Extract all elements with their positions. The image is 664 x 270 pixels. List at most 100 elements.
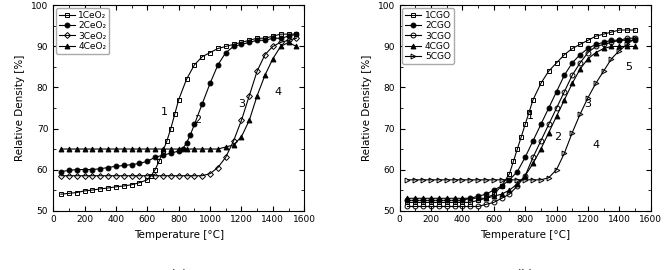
4CGO <box>631 45 639 48</box>
3CGO <box>521 174 529 177</box>
2CGO <box>560 73 568 77</box>
1CeO₂ <box>72 191 80 194</box>
2CeO₂ <box>285 35 293 38</box>
2CGO <box>443 199 451 202</box>
1CeO₂ <box>245 39 253 42</box>
2CGO <box>623 39 631 42</box>
Text: (b): (b) <box>517 268 533 270</box>
5CGO <box>560 151 568 155</box>
3CGO <box>600 43 608 46</box>
1CGO <box>529 98 537 102</box>
1CGO <box>411 201 419 204</box>
5CGO <box>497 178 505 181</box>
4CeO₂ <box>80 147 88 151</box>
2CGO <box>458 199 466 202</box>
3CeO₂ <box>277 41 285 44</box>
1CGO <box>616 28 623 32</box>
2CeO₂ <box>214 63 222 66</box>
2CeO₂ <box>179 147 187 151</box>
5CGO <box>404 178 412 181</box>
2CeO₂ <box>199 102 207 106</box>
3CeO₂ <box>183 174 191 177</box>
Text: 1: 1 <box>161 107 168 117</box>
5CGO <box>490 178 498 181</box>
Text: 4: 4 <box>592 140 600 150</box>
5CGO <box>521 178 529 181</box>
3CeO₂ <box>57 174 65 177</box>
4CGO <box>435 197 443 200</box>
Text: (a): (a) <box>171 268 187 270</box>
4CeO₂ <box>57 147 65 151</box>
1CeO₂ <box>269 35 277 38</box>
2CGO <box>505 178 513 181</box>
4CGO <box>552 114 560 118</box>
4CeO₂ <box>292 45 300 48</box>
5CGO <box>482 178 490 181</box>
2CeO₂ <box>143 160 151 163</box>
1CeO₂ <box>261 37 269 40</box>
Line: 4CeO₂: 4CeO₂ <box>58 40 299 151</box>
1CeO₂ <box>120 184 127 188</box>
1CGO <box>600 32 608 36</box>
5CGO <box>505 178 513 181</box>
Y-axis label: Relative Density [%]: Relative Density [%] <box>15 55 25 161</box>
5CGO <box>466 178 474 181</box>
1CGO <box>497 184 505 188</box>
4CGO <box>521 174 529 177</box>
4CeO₂ <box>72 147 80 151</box>
5CGO <box>616 49 623 52</box>
1CeO₂ <box>147 174 155 177</box>
2CGO <box>497 184 505 188</box>
Line: 1CeO₂: 1CeO₂ <box>58 32 299 197</box>
3CeO₂ <box>222 156 230 159</box>
4CGO <box>616 45 623 48</box>
3CeO₂ <box>269 45 277 48</box>
1CGO <box>517 135 525 138</box>
Text: 5: 5 <box>625 62 632 72</box>
5CGO <box>592 82 600 85</box>
1CeO₂ <box>65 192 73 195</box>
2CeO₂ <box>151 156 159 159</box>
3CGO <box>490 201 498 204</box>
4CeO₂ <box>112 147 120 151</box>
3CGO <box>451 205 459 208</box>
2CGO <box>451 199 459 202</box>
1CeO₂ <box>253 37 261 40</box>
3CeO₂ <box>261 53 269 56</box>
5CGO <box>411 178 419 181</box>
3CGO <box>427 205 435 208</box>
4CGO <box>544 131 552 134</box>
5CGO <box>568 131 576 134</box>
2CeO₂ <box>112 165 120 168</box>
2CGO <box>552 90 560 93</box>
4CGO <box>474 197 482 200</box>
1CeO₂ <box>112 185 120 188</box>
2CGO <box>513 170 521 173</box>
3CeO₂ <box>159 174 167 177</box>
1CGO <box>509 160 517 163</box>
4CGO <box>600 47 608 50</box>
1CeO₂ <box>80 189 88 193</box>
X-axis label: Temperature [°C]: Temperature [°C] <box>133 230 224 240</box>
3CGO <box>608 41 616 44</box>
1CGO <box>608 31 616 34</box>
Line: 3CeO₂: 3CeO₂ <box>59 36 298 178</box>
3CGO <box>411 205 419 208</box>
Line: 1CGO: 1CGO <box>405 28 637 205</box>
2CeO₂ <box>57 170 65 173</box>
4CGO <box>608 45 616 48</box>
1CGO <box>466 201 474 204</box>
1CeO₂ <box>143 178 151 181</box>
5CGO <box>552 168 560 171</box>
1CeO₂ <box>135 181 143 184</box>
1CeO₂ <box>238 41 246 44</box>
1CGO <box>521 123 529 126</box>
2CeO₂ <box>88 168 96 171</box>
4CeO₂ <box>206 147 214 151</box>
1CGO <box>458 201 466 204</box>
2CGO <box>427 199 435 202</box>
3CeO₂ <box>135 174 143 177</box>
1CGO <box>592 35 600 38</box>
1CeO₂ <box>104 186 112 190</box>
2CGO <box>529 139 537 143</box>
